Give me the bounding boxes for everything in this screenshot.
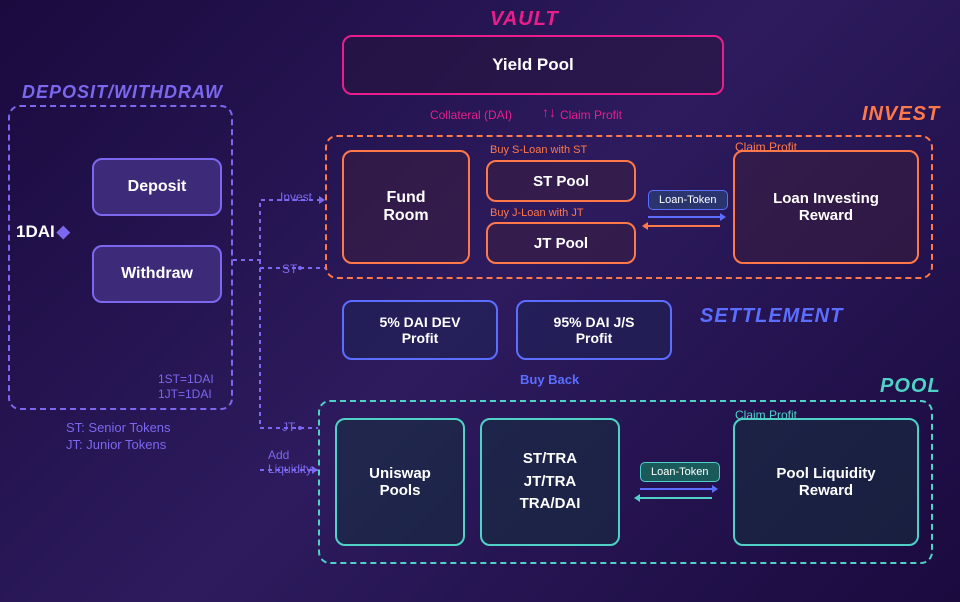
withdraw-node: Withdraw — [92, 245, 222, 303]
deposit-node: Deposit — [92, 158, 222, 216]
loan-token-invest-badge: Loan-Token — [648, 190, 728, 210]
buy-back-label: Buy Back — [520, 372, 579, 387]
js-profit-node: 95% DAI J/S Profit — [516, 300, 672, 360]
claim-profit-invest-label: Claim Profit — [735, 140, 797, 154]
vault-updown-icon: ↑↓ — [542, 104, 556, 120]
vault-label: VAULT — [490, 8, 559, 31]
fund-room-node: Fund Room — [342, 150, 470, 264]
jt-tokens-label: JT: Junior Tokens — [66, 437, 166, 452]
buy-sloan-label: Buy S-Loan with ST — [490, 144, 587, 156]
yield-pool-node: Yield Pool — [342, 35, 724, 95]
claim-profit-pool-label: Claim Profit — [735, 408, 797, 422]
jt-pool-node: JT Pool — [486, 222, 636, 264]
invest-arrows — [648, 216, 720, 227]
st-dai-label: 1ST=1DAI — [158, 372, 214, 386]
pool-label: POOL — [880, 375, 941, 398]
uniswap-pools-node: Uniswap Pools — [335, 418, 465, 546]
dev-profit-node: 5% DAI DEV Profit — [342, 300, 498, 360]
invest-label: INVEST — [862, 103, 940, 126]
pool-liquidity-reward-node: Pool Liquidity Reward — [733, 418, 919, 546]
jt-dai-label: 1JT=1DAI — [158, 387, 212, 401]
st-tokens-label: ST: Senior Tokens — [66, 420, 171, 435]
tra-pools-node: ST/TRA JT/TRA TRA/DAI — [480, 418, 620, 546]
invest-edge-label: Invest — [280, 190, 312, 204]
add-liquidity-label: Add Liquidity — [268, 448, 312, 477]
jt-edge-label: JT — [282, 420, 295, 434]
deposit-withdraw-label: DEPOSIT/WITHDRAW — [22, 82, 223, 103]
loan-investing-reward-node: Loan Investing Reward — [733, 150, 919, 264]
collateral-dai-label: Collateral (DAI) — [430, 108, 512, 122]
st-edge-label: ST — [282, 262, 297, 276]
st-pool-node: ST Pool — [486, 160, 636, 202]
dai-marker: 1DAI◆ — [16, 222, 70, 242]
settlement-label: SETTLEMENT — [700, 305, 843, 328]
pool-arrows — [640, 488, 712, 499]
loan-token-pool-badge: Loan-Token — [640, 462, 720, 482]
claim-profit-vault-label: Claim Profit — [560, 108, 622, 122]
buy-jloan-label: Buy J-Loan with JT — [490, 207, 584, 219]
